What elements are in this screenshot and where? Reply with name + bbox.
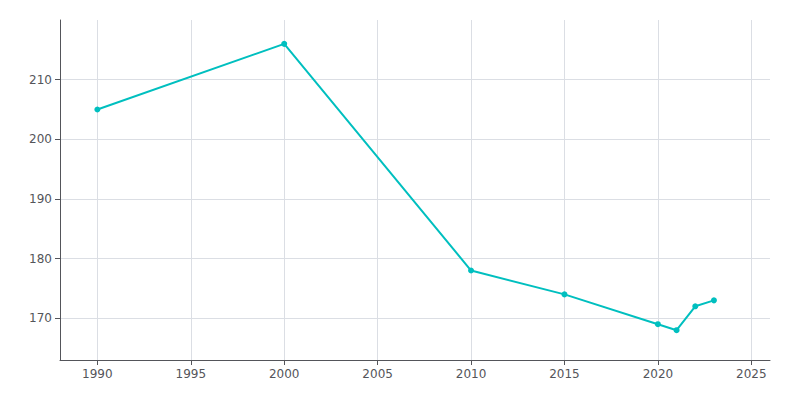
svg-text:1990: 1990	[82, 367, 113, 381]
svg-text:2025: 2025	[736, 367, 767, 381]
svg-text:2015: 2015	[549, 367, 580, 381]
svg-text:210: 210	[29, 73, 52, 87]
svg-text:1995: 1995	[176, 367, 207, 381]
svg-text:190: 190	[29, 192, 52, 206]
svg-text:170: 170	[29, 311, 52, 325]
svg-text:2010: 2010	[456, 367, 487, 381]
svg-text:2000: 2000	[269, 367, 300, 381]
svg-text:2020: 2020	[643, 367, 674, 381]
svg-text:200: 200	[29, 132, 52, 146]
svg-text:2005: 2005	[362, 367, 393, 381]
svg-text:180: 180	[29, 252, 52, 266]
